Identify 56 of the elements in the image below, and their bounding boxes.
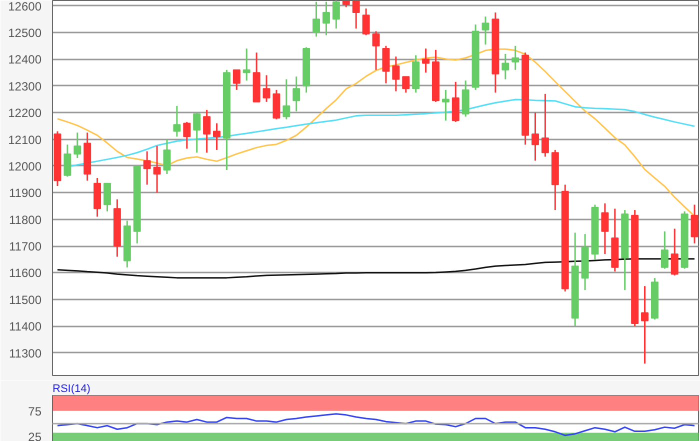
y-tick-label: 25	[28, 430, 42, 441]
candlestick	[452, 81, 460, 123]
candlestick	[372, 30, 380, 71]
candlestick	[402, 76, 410, 94]
candlestick	[541, 93, 549, 158]
y-tick-label: 12000	[8, 159, 42, 174]
candlestick	[382, 45, 390, 84]
candlestick	[312, 1, 320, 38]
y-tick-label: 12500	[8, 26, 42, 40]
candlestick	[163, 138, 171, 175]
candlestick	[232, 69, 240, 91]
y-tick-label: 11400	[9, 320, 42, 334]
candlestick	[143, 150, 151, 186]
candlestick	[641, 285, 648, 364]
candlestick	[601, 202, 609, 255]
candlestick	[660, 230, 668, 270]
y-tick-label: 12100	[8, 132, 42, 147]
candlestick	[482, 16, 490, 46]
candlestick	[203, 109, 211, 154]
candlestick	[74, 132, 82, 159]
y-tick-label: 11300	[9, 346, 42, 360]
candlestick	[153, 145, 161, 194]
candlestick	[282, 78, 290, 120]
candlestick	[442, 89, 450, 122]
candlestick	[242, 48, 250, 82]
line-series	[56, 413, 696, 436]
candlestick	[532, 112, 539, 162]
y-tick-label: 11700	[9, 240, 42, 254]
y-tick-label: 11800	[9, 212, 42, 227]
candlestick	[292, 76, 300, 112]
candlestick	[670, 228, 678, 276]
candlestick	[512, 45, 520, 71]
candlestick	[422, 48, 430, 74]
y-tick-label: 11900	[9, 186, 42, 200]
y-tick-label: 12300	[8, 79, 42, 94]
y-tick-label: 11500	[9, 292, 42, 307]
candlestick	[104, 182, 111, 212]
candlestick	[352, 0, 360, 30]
candlestick	[183, 121, 191, 150]
candlestick	[64, 144, 72, 178]
candlestick	[502, 53, 510, 80]
candlestick	[392, 56, 400, 92]
candlestick	[262, 74, 270, 103]
candlestick	[332, 0, 340, 30]
candlestick	[193, 112, 201, 154]
y-tick-label: 12200	[8, 106, 42, 120]
candlestick	[322, 1, 330, 36]
y-tick-label: 12400	[8, 52, 42, 67]
chart-title: RSI(14)	[52, 383, 90, 395]
y-tick-label: 11600	[9, 266, 42, 280]
y-tick-label: 12600	[8, 0, 42, 14]
candlestick	[362, 8, 370, 36]
candlestick	[213, 122, 220, 151]
candlestick	[690, 204, 698, 244]
y-tick-label: 75	[28, 404, 42, 418]
candlestick	[173, 105, 181, 138]
